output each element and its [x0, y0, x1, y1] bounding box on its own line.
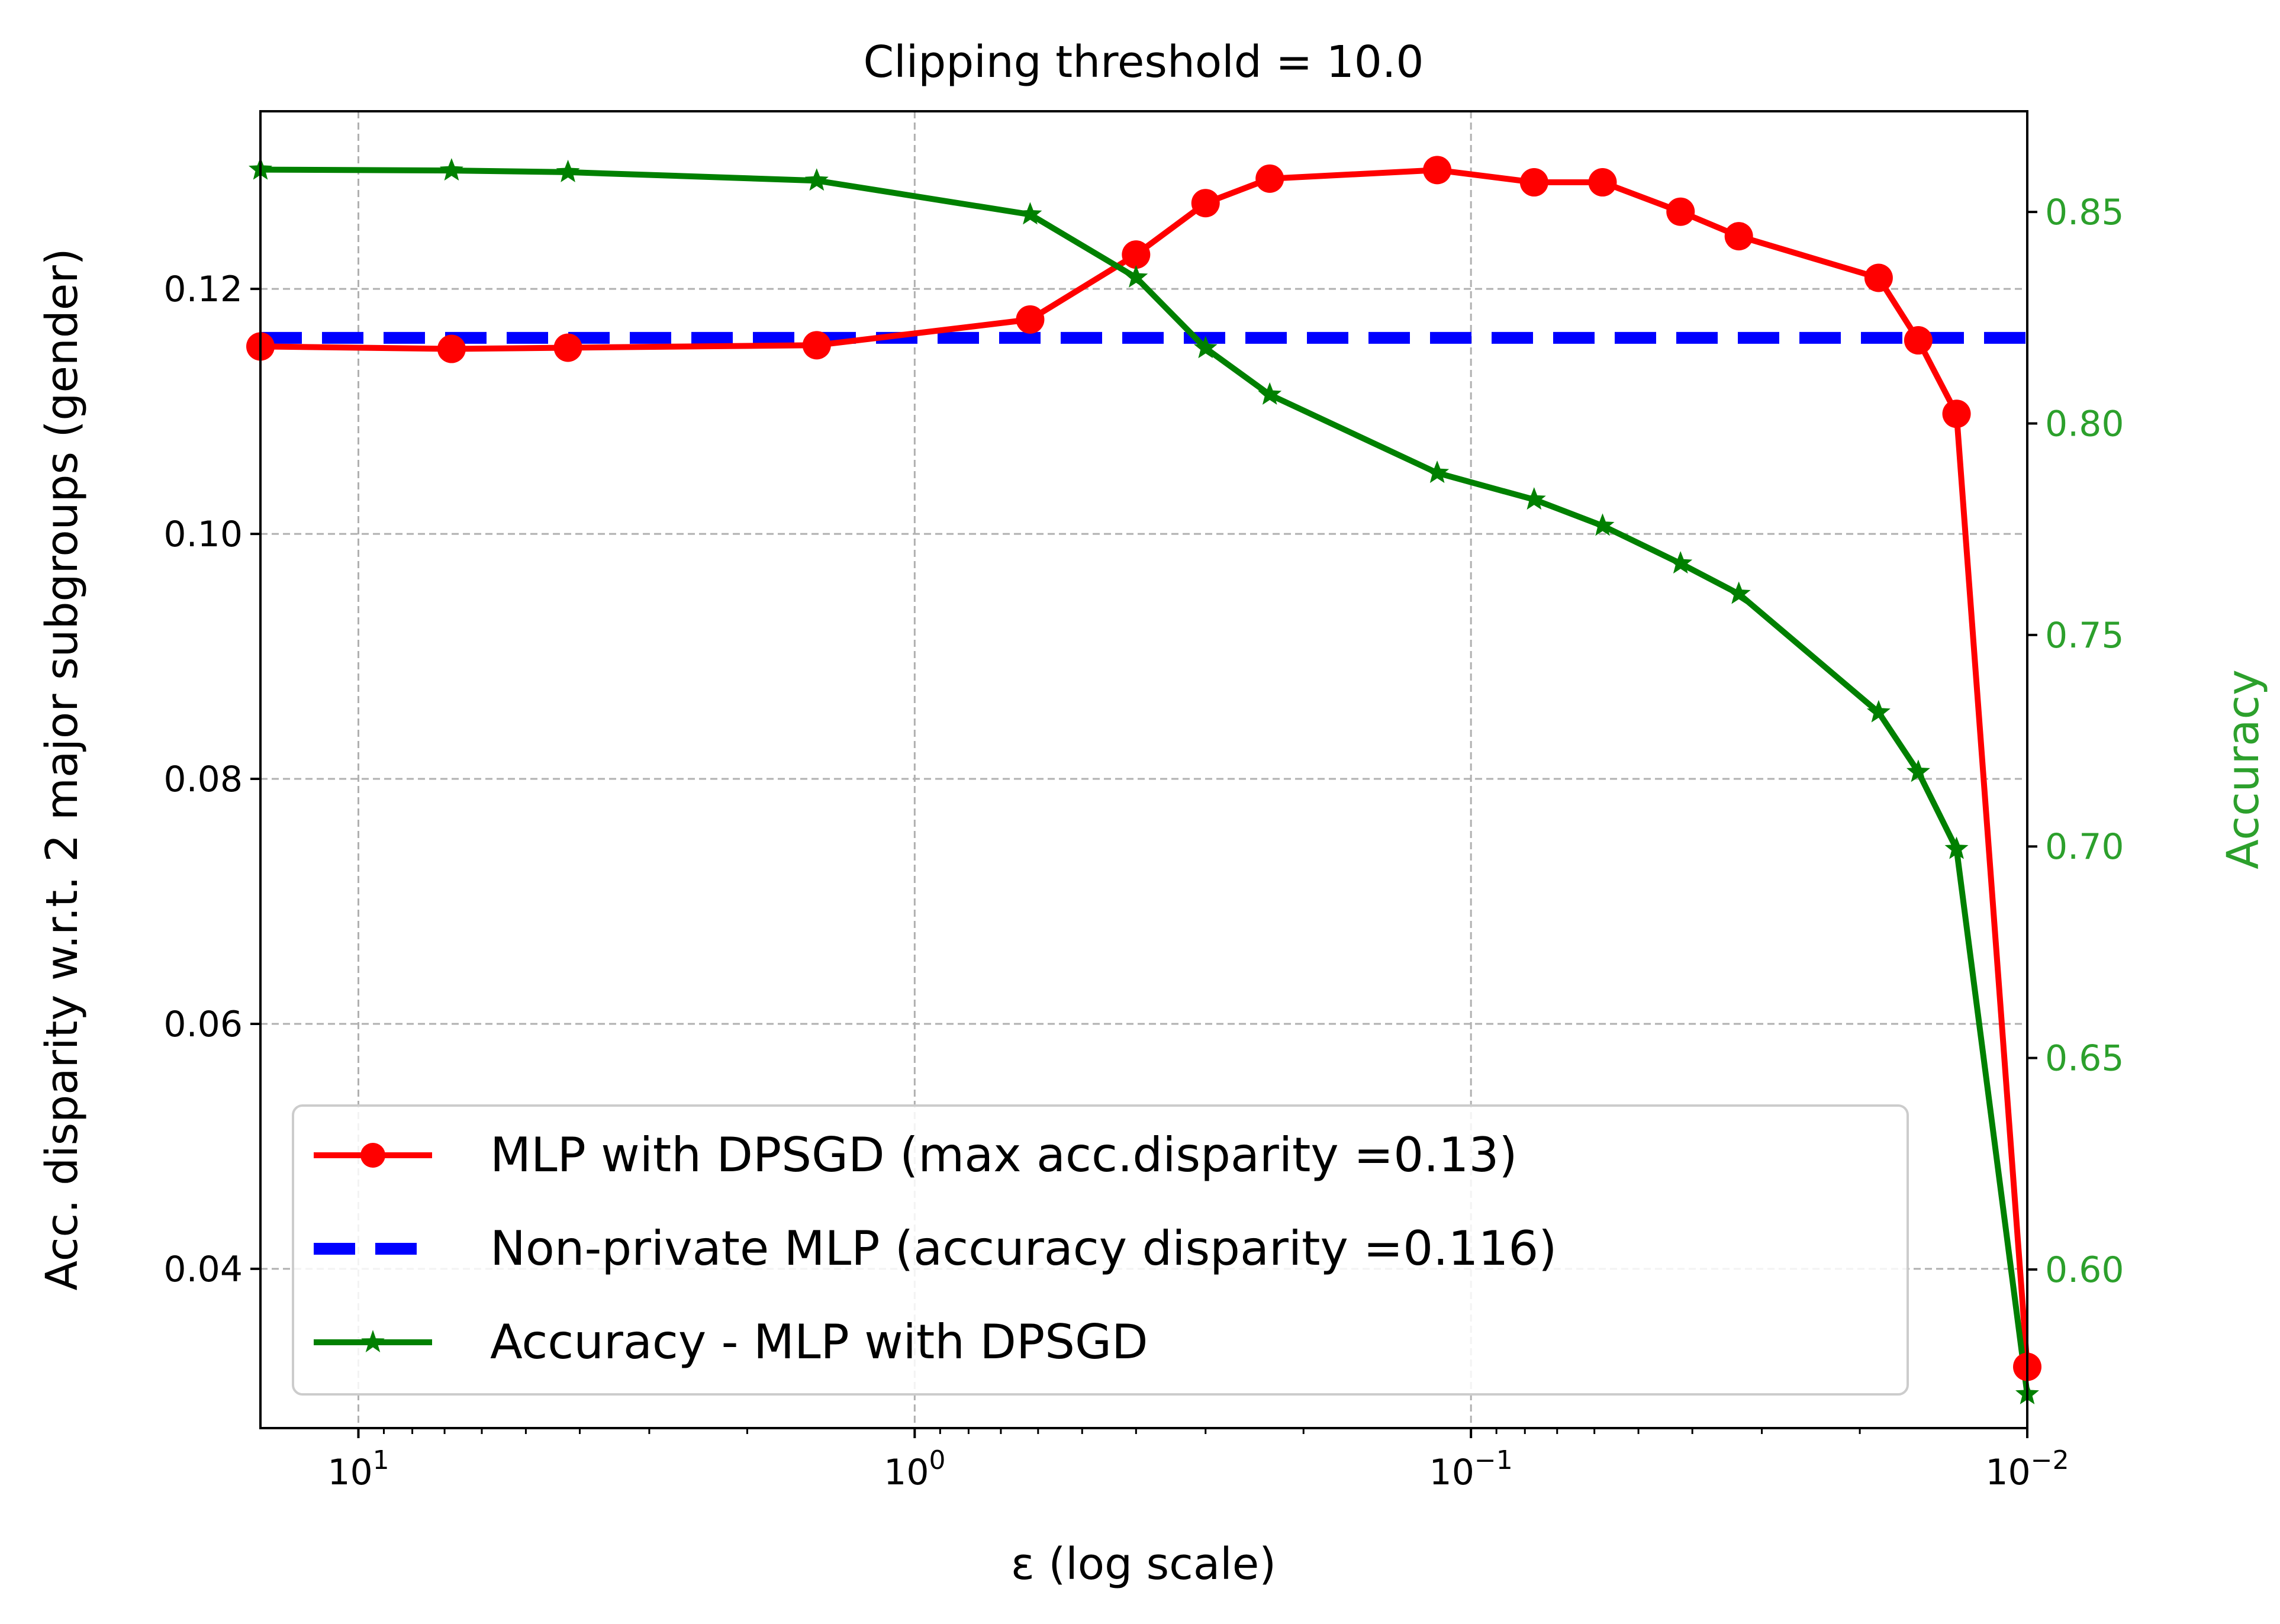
accuracy-point [1018, 202, 1042, 225]
y2-tick-label: 0.75 [2045, 615, 2124, 656]
legend-frame [292, 1104, 1909, 1396]
disparity-point [1016, 305, 1045, 334]
y2-tick-label: 0.85 [2045, 192, 2124, 233]
accuracy-point [1866, 700, 1891, 723]
x-tick-label: 10−2 [1985, 1445, 2069, 1493]
plot-frame [259, 110, 2028, 1429]
y-tick-label: 0.10 [163, 514, 243, 555]
legend: MLP with DPSGD (max acc.disparity =0.13)… [292, 1104, 1909, 1396]
y2-tick-label: 0.60 [2045, 1249, 2124, 1291]
disparity-point [1904, 326, 1933, 355]
disparity-point [1122, 240, 1151, 269]
x-axis-label: ε (log scale) [1011, 1539, 1276, 1590]
disparity-point [1864, 263, 1893, 292]
disparity-point [1519, 168, 1548, 197]
y2-tick-label: 0.65 [2045, 1038, 2124, 1080]
y2-axis-label: Accuracy [2218, 669, 2269, 869]
accuracy-point [1590, 513, 1615, 536]
accuracy-point [1906, 759, 1930, 782]
disparity-point [802, 331, 831, 360]
accuracy-point [1425, 460, 1450, 484]
accuracy-point [1258, 382, 1282, 405]
x-tick-label: 100 [884, 1445, 945, 1493]
y-axis-label: Acc. disparity w.r.t. 2 major subgroups … [37, 248, 88, 1290]
legend-marker-accuracy [361, 1330, 385, 1352]
accuracy-point [1193, 336, 1218, 359]
y-tick-label: 0.04 [163, 1249, 243, 1290]
y-tick-label: 0.12 [163, 269, 243, 310]
disparity-point [1255, 164, 1284, 193]
y-tick-label: 0.08 [163, 759, 243, 800]
accuracy-point [804, 168, 829, 191]
accuracy-point [1727, 581, 1751, 604]
accuracy-point [1944, 836, 1969, 859]
series-layer [246, 156, 2041, 1404]
y2-tick-label: 0.80 [2045, 403, 2124, 444]
legend-label-disparity: MLP with DPSGD (max acc.disparity =0.13) [490, 1127, 1518, 1182]
chart-title: Clipping threshold = 10.0 [863, 37, 1424, 88]
disparity-point [437, 334, 466, 363]
legend-label-accuracy: Accuracy - MLP with DPSGD [490, 1314, 1148, 1370]
accuracy-point [1124, 265, 1148, 288]
disparity-point [1942, 399, 1971, 428]
disparity-point [1423, 156, 1452, 185]
disparity-point [553, 333, 582, 362]
y2-tick-label: 0.70 [2045, 826, 2124, 868]
accuracy-point [556, 159, 580, 182]
x-tick-label: 101 [327, 1445, 389, 1493]
plot-area [246, 156, 2041, 1404]
legend-label-baseline: Non-private MLP (accuracy disparity =0.1… [490, 1221, 1557, 1276]
y-tick-label: 0.06 [163, 1004, 243, 1045]
disparity-point [1666, 197, 1695, 226]
disparity-point [1191, 189, 1220, 218]
accuracy-point [1522, 487, 1546, 510]
accuracy-point [1669, 551, 1693, 574]
legend-marker-disparity [360, 1143, 385, 1168]
accuracy-point [439, 158, 463, 181]
disparity-point [1724, 222, 1753, 251]
x-tick-label: 10−1 [1429, 1445, 1513, 1493]
axes: 101 100 10−1 10−2 0.04 0.06 0.08 0.10 0.12 0.60 0.… [163, 192, 2124, 1493]
disparity-point [1588, 168, 1617, 197]
